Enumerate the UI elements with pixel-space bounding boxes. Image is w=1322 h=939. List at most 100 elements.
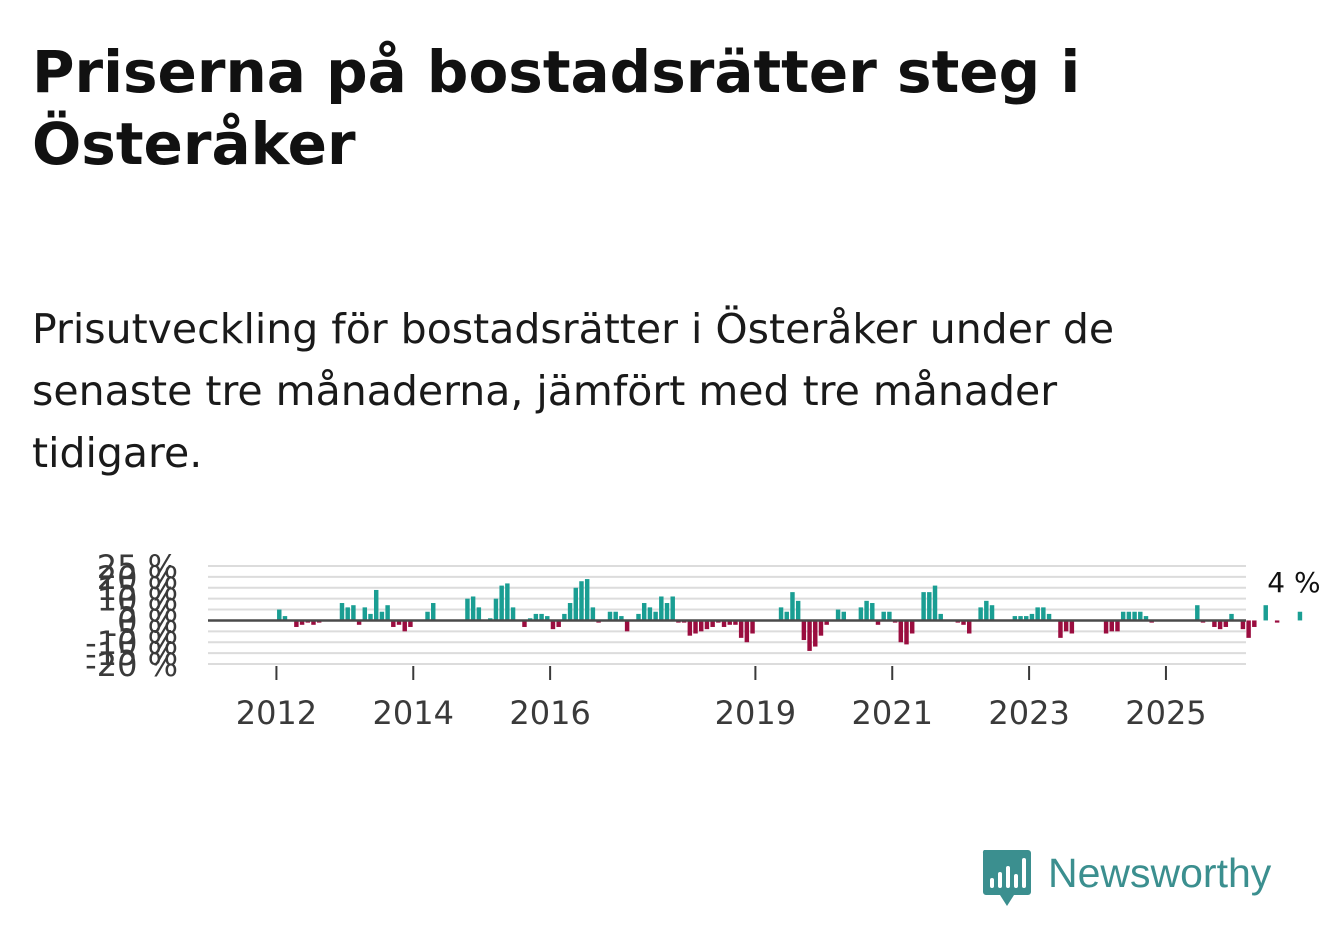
bar (1252, 620, 1257, 627)
bar (938, 613, 943, 621)
bar (1035, 607, 1040, 621)
bar (1126, 611, 1132, 621)
bar (801, 620, 807, 641)
bar (425, 611, 430, 621)
bar (978, 607, 983, 621)
bar (1297, 611, 1303, 621)
x-tick-label: 2021 (852, 694, 933, 732)
bar (345, 607, 350, 621)
bar (699, 620, 704, 632)
bar (1018, 616, 1023, 621)
bar (989, 605, 995, 621)
bar (470, 596, 476, 621)
bar (1223, 620, 1229, 627)
y-tick-label: 10 % (97, 581, 178, 619)
bar (556, 620, 561, 627)
bar (510, 607, 516, 621)
y-axis-ticks: 25 %20 %15 %10 %5 %0 %-5 %-10 %-15 %-20 … (85, 548, 178, 684)
bar (619, 616, 624, 621)
bar (824, 620, 829, 625)
bar (1263, 605, 1268, 621)
x-tick-label: 2019 (715, 694, 796, 732)
y-tick-label: -5 % (106, 613, 178, 651)
bar (898, 620, 904, 643)
bar (1212, 620, 1217, 627)
bar (778, 607, 784, 621)
last-value-label: 4 % (1267, 566, 1320, 599)
bar (1115, 620, 1120, 632)
y-tick-label: 20 % (97, 559, 178, 597)
bar (1132, 611, 1137, 621)
y-tick-label: 5 % (117, 592, 178, 630)
bar (493, 598, 499, 621)
bar (624, 620, 630, 632)
bar (870, 603, 875, 621)
bar (579, 581, 584, 621)
bar (590, 607, 596, 621)
bar (967, 620, 972, 634)
bar (881, 611, 886, 621)
bar (562, 613, 567, 621)
bar (750, 620, 755, 634)
bar-chart: 25 %20 %15 %10 %5 %0 %-5 %-10 %-15 %-20 … (85, 548, 1322, 732)
bar (875, 620, 881, 625)
x-tick-label: 2025 (1125, 694, 1206, 732)
bar (402, 620, 407, 632)
bar (909, 620, 915, 634)
bar (1246, 620, 1251, 638)
x-tick-label: 2014 (373, 694, 454, 732)
bar (687, 620, 693, 636)
bar (818, 620, 824, 636)
x-tick-label: 2016 (509, 694, 590, 732)
bar (1217, 620, 1223, 630)
bar (904, 620, 909, 645)
bar (1069, 620, 1075, 634)
bar (573, 587, 579, 621)
bar (727, 620, 732, 625)
bar (368, 613, 373, 621)
bar (1143, 616, 1149, 621)
bar (282, 616, 288, 621)
bar (721, 620, 727, 627)
bar (733, 620, 738, 625)
bar (841, 611, 846, 621)
bar (932, 585, 938, 621)
x-tick-label: 2012 (236, 694, 317, 732)
bar (835, 609, 841, 621)
bar (1046, 613, 1052, 621)
bar-series (277, 579, 1303, 651)
bar (294, 620, 299, 627)
brand-name: Newsworthy (1048, 850, 1272, 896)
bar (1024, 616, 1029, 621)
bar (379, 611, 385, 621)
newsworthy-logo-icon (982, 850, 1031, 906)
y-tick-label: -20 % (85, 646, 178, 684)
bar (864, 600, 869, 621)
bar (984, 600, 989, 621)
bar (311, 620, 316, 625)
bar (362, 607, 368, 621)
bar (391, 620, 396, 627)
bar (499, 585, 504, 621)
bar (738, 620, 744, 638)
bar (1109, 620, 1114, 632)
bar (1058, 620, 1063, 638)
bar (567, 603, 573, 621)
bar (465, 598, 470, 621)
bar (476, 607, 482, 621)
bar (1012, 616, 1018, 621)
bar (373, 589, 379, 621)
bar (653, 611, 658, 621)
bar (613, 611, 618, 621)
bar (784, 611, 789, 621)
x-tick-label: 2023 (988, 694, 1069, 732)
bar (1229, 613, 1234, 621)
bar (693, 620, 698, 634)
bar (1063, 620, 1069, 632)
bar (1103, 620, 1109, 634)
bar (505, 583, 510, 621)
y-tick-label: 15 % (97, 570, 178, 608)
bar (431, 603, 436, 621)
bar (277, 609, 282, 621)
last-value-annotation: 4 % (1263, 566, 1322, 600)
